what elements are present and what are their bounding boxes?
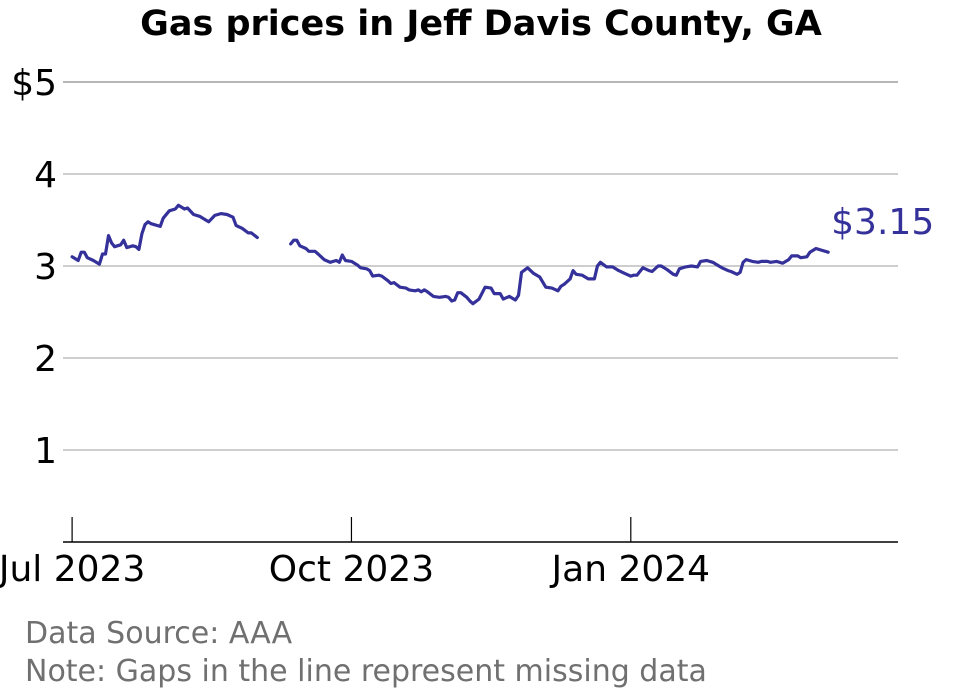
x-tick-label-0: Jul 2023 <box>0 549 145 590</box>
chart-title: Gas prices in Jeff Davis County, GA <box>140 4 822 44</box>
y-tick-label-5: $5 <box>11 63 57 104</box>
price-line-segment-1 <box>70 203 259 266</box>
x-tick-label-2: Jan 2024 <box>550 549 711 590</box>
price-line-segment-2 <box>289 238 830 306</box>
latest-price-label: $3.15 <box>831 202 934 243</box>
y-tick-label-2: 2 <box>34 339 57 380</box>
y-tick-label-1: 1 <box>34 431 57 472</box>
x-axis <box>63 517 898 543</box>
tick-labels: 1 2 3 4 $5 Jul 2023 Oct 2023 Jan 2024 $3.15 <box>0 63 934 590</box>
y-tick-label-4: 4 <box>34 155 57 196</box>
price-series <box>70 203 830 306</box>
grid-lines <box>63 81 898 451</box>
x-tick-label-1: Oct 2023 <box>269 549 434 590</box>
missing-data-note: Note: Gaps in the line represent missing… <box>25 654 707 689</box>
y-tick-label-3: 3 <box>34 247 57 288</box>
data-source-note: Data Source: AAA <box>25 616 293 651</box>
